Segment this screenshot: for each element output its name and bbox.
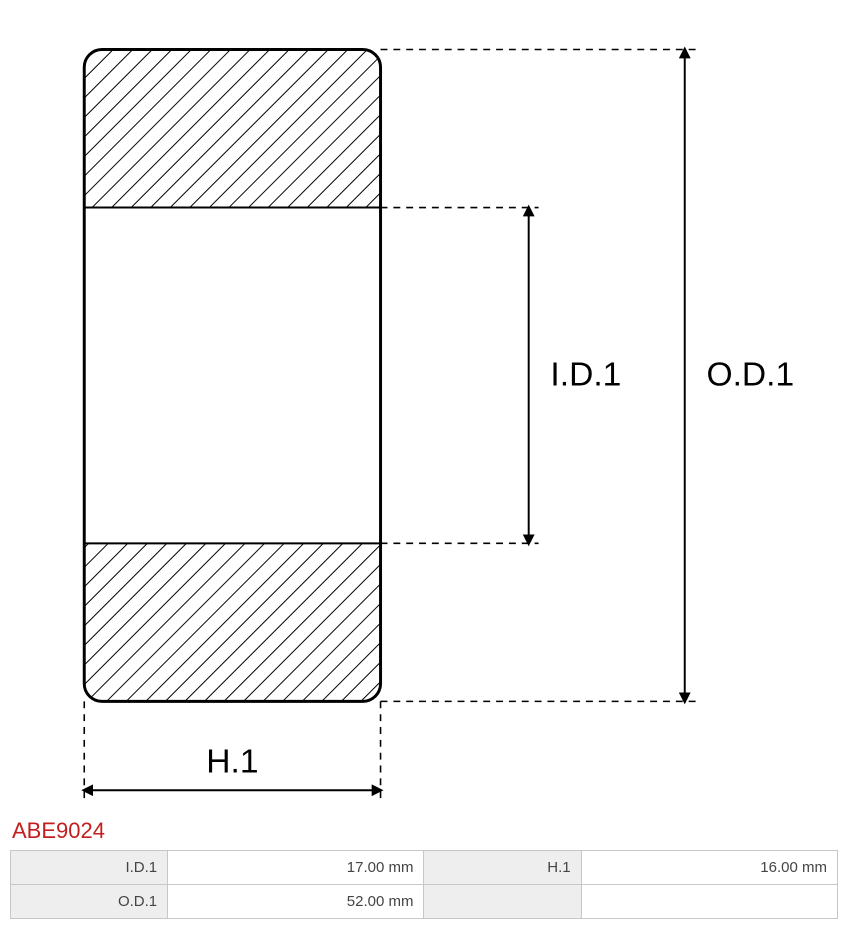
spec-label: O.D.1 <box>11 885 168 919</box>
spec-table: I.D.117.00 mmH.116.00 mmO.D.152.00 mm <box>10 850 838 919</box>
diagram-svg: I.D.1 O.D.1 H.1 <box>10 10 838 810</box>
label-od1: O.D.1 <box>706 356 794 393</box>
spec-value: 16.00 mm <box>581 851 837 885</box>
table-row: O.D.152.00 mm <box>11 885 838 919</box>
bearing-cross-section-diagram: I.D.1 O.D.1 H.1 <box>10 10 838 810</box>
spec-value: 52.00 mm <box>168 885 424 919</box>
part-number-title: ABE9024 <box>12 818 838 844</box>
label-id1: I.D.1 <box>550 356 621 393</box>
label-h1: H.1 <box>206 743 258 780</box>
spec-value <box>581 885 837 919</box>
spec-label: I.D.1 <box>11 851 168 885</box>
spec-label: H.1 <box>424 851 581 885</box>
spec-label <box>424 885 581 919</box>
spec-value: 17.00 mm <box>168 851 424 885</box>
table-row: I.D.117.00 mmH.116.00 mm <box>11 851 838 885</box>
